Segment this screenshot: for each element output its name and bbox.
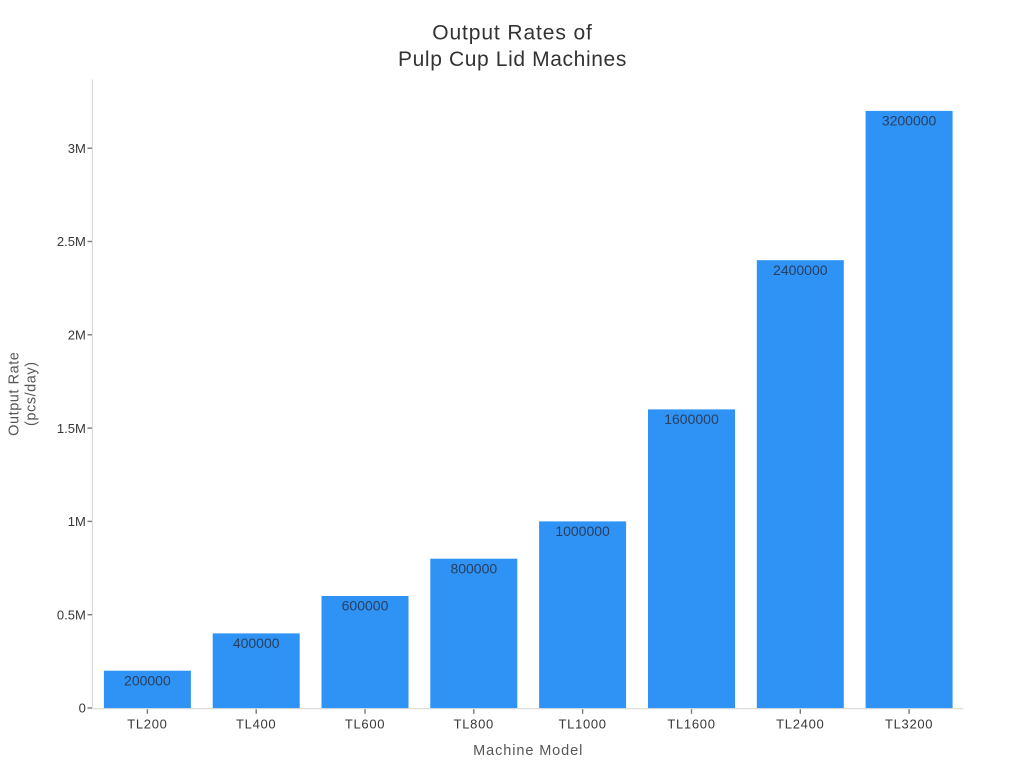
svg-text:TL800: TL800 <box>454 716 494 731</box>
svg-text:TL2400: TL2400 <box>776 716 824 731</box>
svg-text:1600000: 1600000 <box>664 411 719 427</box>
svg-text:1M: 1M <box>68 514 86 529</box>
svg-text:2.5M: 2.5M <box>57 234 86 249</box>
svg-text:TL400: TL400 <box>236 716 276 731</box>
svg-text:800000: 800000 <box>450 560 497 576</box>
svg-text:600000: 600000 <box>342 598 389 614</box>
svg-text:1000000: 1000000 <box>555 523 610 539</box>
svg-text:TL1000: TL1000 <box>558 716 606 731</box>
svg-text:3200000: 3200000 <box>882 113 937 129</box>
svg-text:2M: 2M <box>68 328 86 343</box>
svg-text:TL1600: TL1600 <box>667 716 715 731</box>
svg-text:0: 0 <box>79 701 86 716</box>
svg-text:(pcs/day): (pcs/day) <box>23 361 39 426</box>
svg-text:2400000: 2400000 <box>773 262 828 278</box>
svg-text:Output Rate: Output Rate <box>7 352 23 436</box>
svg-text:TL600: TL600 <box>345 716 385 731</box>
svg-text:TL3200: TL3200 <box>885 716 933 731</box>
svg-text:400000: 400000 <box>233 635 280 651</box>
svg-text:Machine Model: Machine Model <box>473 743 583 759</box>
svg-text:Output Rates of: Output Rates of <box>432 22 593 45</box>
svg-text:3M: 3M <box>68 141 86 156</box>
svg-text:200000: 200000 <box>124 672 171 688</box>
svg-text:TL200: TL200 <box>127 716 167 731</box>
svg-text:Pulp Cup Lid Machines: Pulp Cup Lid Machines <box>398 48 627 71</box>
svg-text:1.5M: 1.5M <box>57 421 86 436</box>
svg-text:0.5M: 0.5M <box>57 607 86 622</box>
